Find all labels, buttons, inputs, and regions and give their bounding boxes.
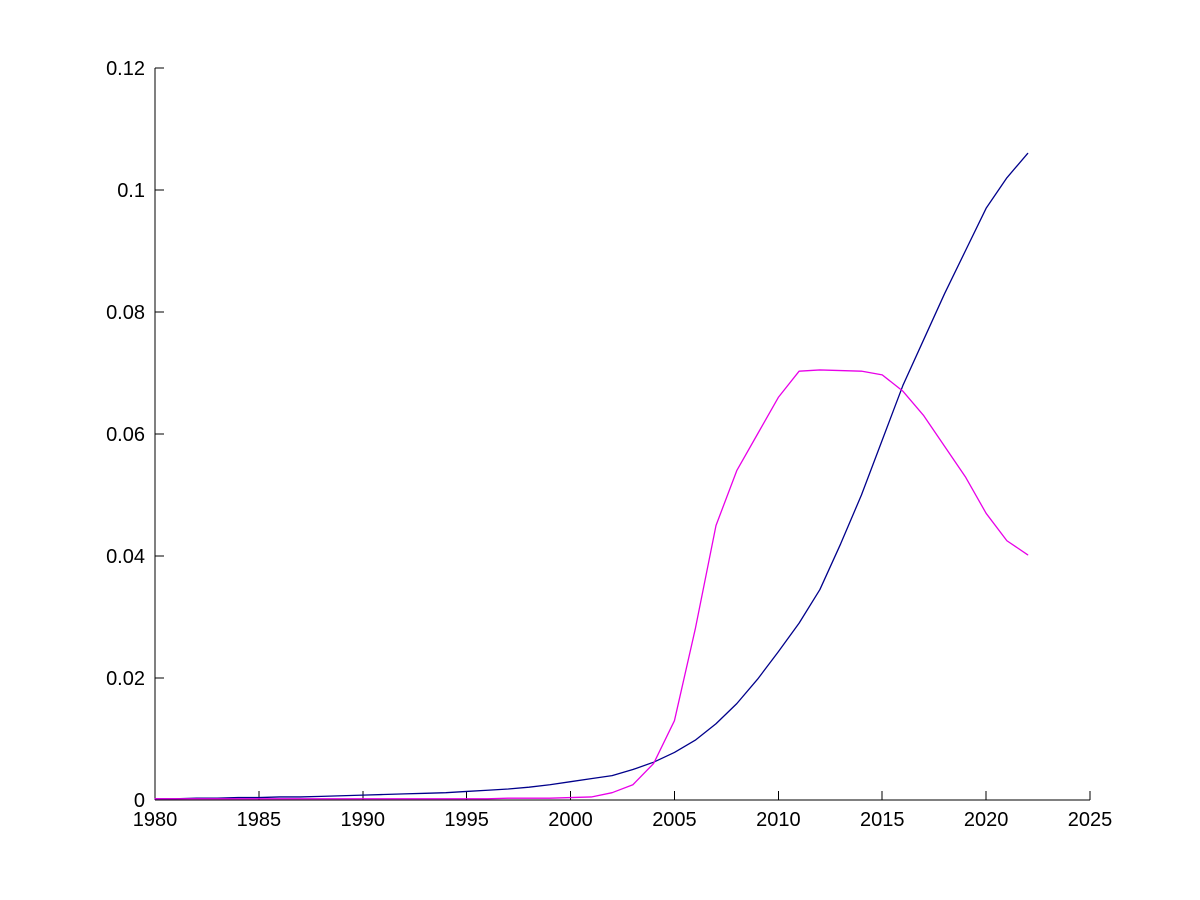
y-tick-label: 0.04: [106, 546, 145, 568]
y-tick-label: 0.02: [106, 668, 145, 690]
x-tick-label: 2020: [964, 809, 1009, 831]
x-tick-label: 1980: [133, 809, 178, 831]
x-tick-label: 2015: [860, 809, 905, 831]
x-tick-label: 1985: [237, 809, 282, 831]
x-tick-label: 2025: [1068, 809, 1113, 831]
magenta-series-line: [154, 369, 1029, 800]
y-tick-label: 0.06: [106, 424, 145, 446]
x-tick-label: 2000: [548, 809, 593, 831]
y-tick-label: 0.12: [106, 58, 145, 80]
y-tick-label: 0: [134, 790, 145, 812]
x-tick-label: 2005: [652, 809, 697, 831]
blue-series-line: [154, 152, 1029, 800]
y-tick-label: 0.08: [106, 302, 145, 324]
x-tick-label: 1990: [341, 809, 386, 831]
x-tick-label: 2010: [756, 809, 801, 831]
x-tick-label: 1995: [444, 809, 489, 831]
y-tick-label: 0.1: [117, 180, 145, 202]
